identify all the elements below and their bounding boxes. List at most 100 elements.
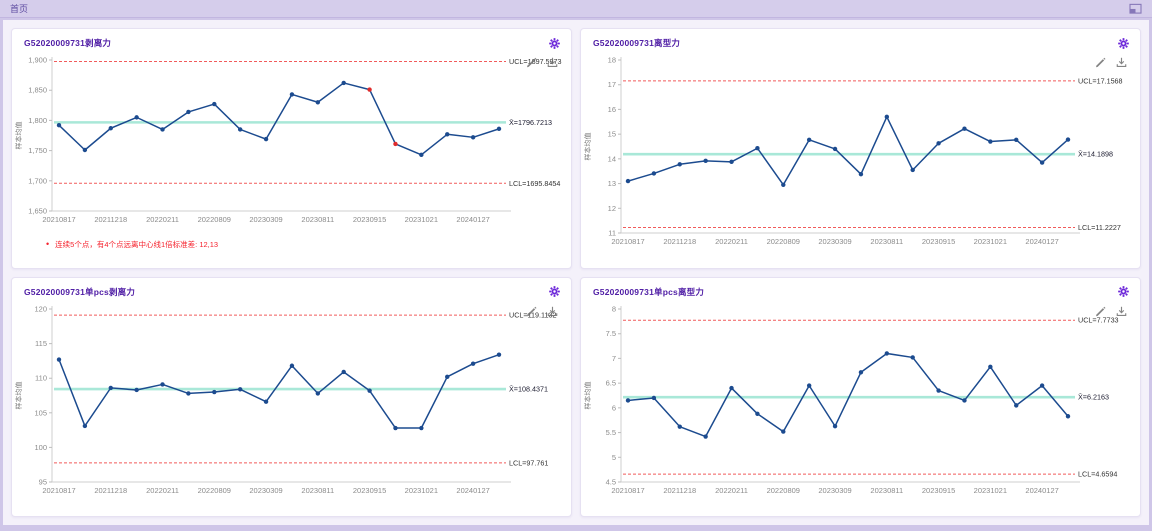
svg-text:20211218: 20211218	[94, 486, 127, 495]
svg-text:20230915: 20230915	[353, 215, 386, 224]
svg-text:20230309: 20230309	[249, 486, 282, 495]
svg-text:7: 7	[612, 353, 616, 362]
svg-text:X̄=1796.7213: X̄=1796.7213	[509, 118, 552, 127]
control-chart: 4.555.566.577.58样本均值20210817202112182022…	[581, 302, 1138, 507]
download-icon[interactable]	[546, 305, 559, 318]
svg-text:20220211: 20220211	[715, 486, 748, 495]
svg-text:20230309: 20230309	[249, 215, 282, 224]
edit-pencil-icon[interactable]	[1094, 305, 1107, 318]
svg-text:13: 13	[608, 179, 616, 188]
control-chart: 95100105110115120样本均值2021081720211218202…	[12, 302, 569, 507]
svg-text:20220809: 20220809	[767, 237, 800, 246]
dashboard-grid: G52020009731剥离力 1,6501,7001,7501,8001,85…	[3, 20, 1149, 525]
svg-text:115: 115	[35, 339, 47, 348]
chart-toolbar	[525, 56, 559, 69]
svg-text:5.5: 5.5	[606, 428, 616, 437]
svg-text:100: 100	[34, 442, 47, 451]
chart-toolbar	[1094, 56, 1128, 69]
svg-text:20220809: 20220809	[198, 486, 231, 495]
svg-text:1,700: 1,700	[28, 176, 47, 185]
svg-text:120: 120	[34, 304, 47, 313]
settings-gear-icon[interactable]	[548, 37, 561, 50]
settings-gear-icon[interactable]	[548, 285, 561, 298]
edit-pencil-icon[interactable]	[525, 305, 538, 318]
svg-text:12: 12	[608, 204, 616, 213]
svg-text:LCL=11.2227: LCL=11.2227	[1078, 223, 1121, 232]
svg-text:8: 8	[612, 304, 616, 313]
svg-text:20220211: 20220211	[146, 215, 179, 224]
svg-text:X̄=6.2163: X̄=6.2163	[1078, 392, 1109, 401]
chart-toolbar	[525, 305, 559, 318]
svg-text:1,750: 1,750	[28, 146, 47, 155]
svg-text:15: 15	[608, 130, 616, 139]
svg-text:20240127: 20240127	[1025, 486, 1058, 495]
svg-text:20231021: 20231021	[405, 215, 438, 224]
svg-text:110: 110	[35, 373, 47, 382]
download-icon[interactable]	[1115, 56, 1128, 69]
svg-text:样本均值: 样本均值	[583, 133, 592, 161]
breadcrumb-home[interactable]: 首页	[10, 2, 28, 15]
svg-text:105: 105	[34, 408, 47, 417]
svg-text:X̄=108.4371: X̄=108.4371	[509, 384, 548, 393]
svg-text:20230811: 20230811	[301, 486, 334, 495]
svg-text:20240127: 20240127	[456, 486, 489, 495]
panel-unit-pcs-peel-force: G52020009731单pcs剥离力 95100105110115120样本均…	[11, 277, 572, 518]
top-bar: 首页	[0, 0, 1152, 18]
download-icon[interactable]	[546, 56, 559, 69]
panel-header: G52020009731离型力	[581, 29, 1140, 53]
svg-text:样本均值: 样本均值	[14, 381, 23, 409]
svg-text:1,850: 1,850	[28, 86, 47, 95]
svg-text:20230309: 20230309	[818, 237, 851, 246]
panel-title: G52020009731剥离力	[24, 37, 111, 49]
panel-header: G52020009731剥离力	[12, 29, 571, 53]
svg-text:20220211: 20220211	[715, 237, 748, 246]
download-icon[interactable]	[1115, 305, 1128, 318]
svg-text:20211218: 20211218	[94, 215, 127, 224]
chart-toolbar	[1094, 305, 1128, 318]
svg-text:16: 16	[608, 105, 616, 114]
svg-text:20211218: 20211218	[663, 237, 696, 246]
settings-gear-icon[interactable]	[1117, 37, 1130, 50]
svg-text:20220809: 20220809	[767, 486, 800, 495]
restore-window-icon[interactable]	[1129, 3, 1142, 14]
svg-text:20210817: 20210817	[611, 237, 644, 246]
panel-peel-force: G52020009731剥离力 1,6501,7001,7501,8001,85…	[11, 28, 572, 269]
svg-text:20210817: 20210817	[42, 486, 75, 495]
svg-text:样本均值: 样本均值	[14, 122, 23, 150]
svg-text:UCL=17.1568: UCL=17.1568	[1078, 76, 1123, 85]
svg-text:18: 18	[608, 56, 616, 65]
svg-text:1,900: 1,900	[28, 56, 47, 65]
panel-title: G52020009731单pcs离型力	[593, 286, 704, 298]
control-chart: 1,6501,7001,7501,8001,8501,900样本均值202108…	[12, 53, 569, 236]
svg-text:14: 14	[608, 154, 616, 163]
panel-unit-pcs-release-force: G52020009731单pcs离型力 4.555.566.577.58样本均值…	[580, 277, 1141, 518]
bullet-icon: •	[46, 241, 49, 248]
edit-pencil-icon[interactable]	[1094, 56, 1107, 69]
control-chart: 1112131415161718样本均值20210817202112182022…	[581, 53, 1138, 258]
svg-text:20220809: 20220809	[198, 215, 231, 224]
svg-text:20230915: 20230915	[922, 486, 955, 495]
panel-header: G52020009731单pcs剥离力	[12, 278, 571, 302]
svg-text:6: 6	[612, 403, 616, 412]
svg-text:6.5: 6.5	[606, 378, 616, 387]
edit-pencil-icon[interactable]	[525, 56, 538, 69]
panel-title: G52020009731单pcs剥离力	[24, 286, 135, 298]
svg-text:20210817: 20210817	[42, 215, 75, 224]
svg-text:20230811: 20230811	[870, 237, 903, 246]
svg-text:20231021: 20231021	[974, 237, 1007, 246]
svg-text:LCL=97.761: LCL=97.761	[509, 458, 548, 467]
svg-text:20240127: 20240127	[1025, 237, 1058, 246]
settings-gear-icon[interactable]	[1117, 285, 1130, 298]
svg-text:20230915: 20230915	[353, 486, 386, 495]
svg-text:20211218: 20211218	[663, 486, 696, 495]
svg-text:17: 17	[608, 80, 616, 89]
violation-note: • 连续5个点，有4个点远离中心线1倍标准差: 12,13	[12, 236, 571, 250]
svg-text:20231021: 20231021	[974, 486, 1007, 495]
svg-text:5: 5	[612, 452, 616, 461]
panel-header: G52020009731单pcs离型力	[581, 278, 1140, 302]
svg-text:LCL=1695.8454: LCL=1695.8454	[509, 179, 560, 188]
svg-text:20230811: 20230811	[870, 486, 903, 495]
svg-text:LCL=4.6594: LCL=4.6594	[1078, 469, 1117, 478]
panel-title: G52020009731离型力	[593, 37, 680, 49]
svg-text:20210817: 20210817	[611, 486, 644, 495]
